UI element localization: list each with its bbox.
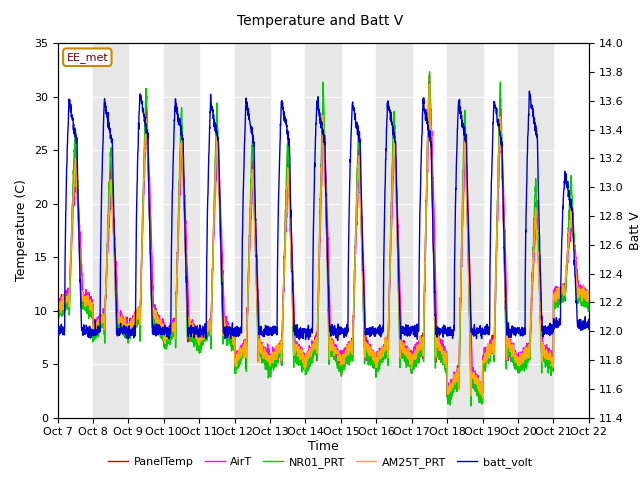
PanelTemp [575, 296, 582, 301]
batt_volt [54, 324, 61, 330]
NR01_PRT [518, 358, 525, 363]
PanelTemp [146, 221, 154, 227]
Line: NR01_PRT: NR01_PRT [58, 72, 589, 406]
Bar [376, 43, 412, 418]
Bar [518, 43, 554, 418]
Y-axis label: Temperature (C): Temperature (C) [15, 180, 28, 281]
NR01_PRT [115, 318, 122, 324]
AirT [146, 183, 154, 189]
batt_volt [280, 118, 288, 124]
PanelTemp [280, 255, 288, 261]
AirT [115, 319, 122, 324]
Y-axis label: Batt V: Batt V [629, 211, 640, 250]
Bar [305, 43, 341, 418]
Line: AirT: AirT [58, 95, 589, 395]
AirT [426, 92, 434, 97]
NR01_PRT [146, 218, 154, 224]
NR01_PRT [467, 403, 475, 409]
batt_volt [257, 324, 265, 330]
NR01_PRT [585, 305, 593, 311]
Text: Temperature and Batt V: Temperature and Batt V [237, 14, 403, 28]
AirT [585, 291, 593, 297]
batt_volt [585, 326, 593, 332]
NR01_PRT [426, 69, 433, 74]
batt_volt [575, 320, 582, 325]
PanelTemp [426, 73, 433, 79]
Line: batt_volt: batt_volt [58, 91, 589, 341]
Bar [447, 43, 483, 418]
Legend: PanelTemp, AirT, NR01_PRT, AM25T_PRT, batt_volt: PanelTemp, AirT, NR01_PRT, AM25T_PRT, ba… [104, 452, 536, 472]
AM25T_PRT [426, 81, 433, 87]
NR01_PRT [280, 254, 288, 260]
PanelTemp [444, 395, 452, 401]
Bar [164, 43, 199, 418]
AM25T_PRT [146, 223, 154, 229]
NR01_PRT [257, 353, 265, 359]
Line: AM25T_PRT: AM25T_PRT [58, 84, 589, 398]
PanelTemp [585, 290, 593, 296]
AirT [280, 270, 288, 276]
PanelTemp [257, 349, 265, 355]
batt_volt [334, 338, 342, 344]
NR01_PRT [54, 310, 61, 315]
AirT [54, 301, 61, 307]
Bar [235, 43, 270, 418]
AM25T_PRT [257, 346, 265, 351]
batt_volt [525, 88, 533, 94]
AM25T_PRT [585, 299, 593, 304]
Bar [93, 43, 129, 418]
AirT [518, 349, 525, 355]
Line: PanelTemp: PanelTemp [58, 76, 589, 398]
PanelTemp [115, 318, 122, 324]
PanelTemp [54, 309, 61, 314]
X-axis label: Time: Time [308, 440, 339, 453]
NR01_PRT [575, 288, 582, 294]
AM25T_PRT [479, 395, 486, 401]
AirT [477, 392, 485, 398]
AM25T_PRT [54, 295, 61, 301]
batt_volt [518, 327, 525, 333]
batt_volt [115, 326, 122, 332]
AirT [257, 348, 265, 354]
Text: EE_met: EE_met [67, 52, 108, 63]
AM25T_PRT [575, 292, 582, 298]
AM25T_PRT [518, 358, 525, 363]
AM25T_PRT [280, 263, 288, 269]
batt_volt [146, 219, 154, 225]
PanelTemp [518, 360, 525, 366]
AirT [575, 287, 582, 292]
AM25T_PRT [115, 314, 122, 320]
